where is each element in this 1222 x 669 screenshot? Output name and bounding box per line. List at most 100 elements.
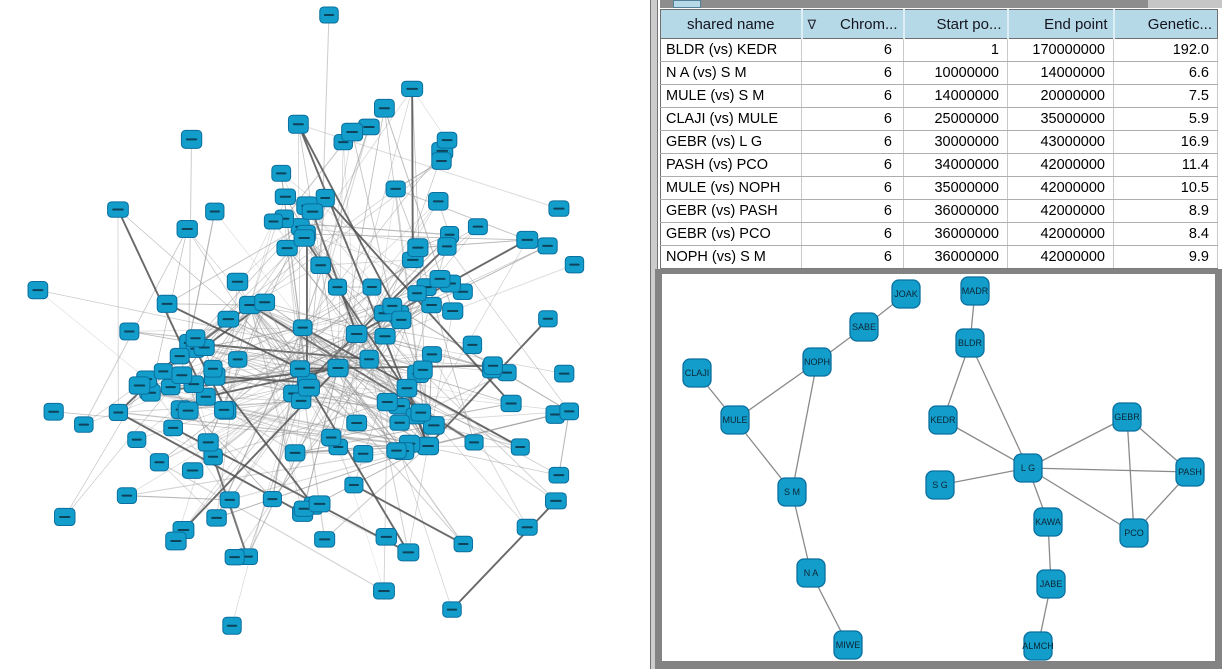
network-node[interactable] [274, 188, 297, 205]
network-node[interactable] [554, 364, 575, 383]
network-node[interactable] [297, 378, 320, 397]
network-node[interactable] [564, 255, 585, 274]
network-node[interactable] [345, 324, 368, 344]
network-node[interactable] [27, 281, 49, 300]
node-MULE[interactable]: MULE [720, 405, 750, 435]
table-row[interactable]: GEBR (vs) PASH 6 36000000 42000000 8.9 [660, 199, 1218, 223]
network-node[interactable] [353, 444, 374, 463]
network-node[interactable] [271, 164, 292, 182]
network-node[interactable] [177, 401, 199, 420]
network-node[interactable] [108, 403, 128, 422]
network-node[interactable] [185, 329, 206, 348]
node-N-A[interactable]: N A [796, 558, 826, 588]
network-node[interactable] [346, 414, 368, 432]
network-node[interactable] [537, 237, 558, 255]
table-row[interactable]: NOPH (vs) S M 6 36000000 42000000 9.9 [660, 245, 1218, 271]
network-node[interactable] [442, 302, 464, 320]
network-node[interactable] [43, 402, 64, 421]
network-node[interactable] [510, 438, 530, 456]
network-node[interactable] [156, 294, 178, 313]
network-node[interactable] [284, 444, 306, 462]
network-node[interactable] [373, 98, 395, 118]
node-MADR[interactable]: MADR [960, 276, 990, 306]
network-node[interactable] [538, 310, 558, 328]
network-node[interactable] [128, 376, 151, 395]
network-node[interactable] [263, 213, 284, 230]
network-node[interactable] [462, 335, 483, 355]
network-node[interactable] [181, 462, 204, 479]
network-node[interactable] [500, 394, 522, 413]
network-node[interactable] [314, 531, 336, 548]
network-node[interactable] [308, 495, 331, 513]
network-node[interactable] [301, 203, 324, 220]
network-edge-L-G-PCO[interactable] [1027, 467, 1135, 534]
network-node[interactable] [559, 402, 580, 421]
network-node[interactable] [516, 518, 538, 536]
network-node[interactable] [287, 114, 309, 134]
network-node[interactable] [217, 310, 240, 328]
node-S-G[interactable]: S G [925, 470, 955, 500]
node-CLAJI[interactable]: CLAJI [682, 358, 712, 388]
network-node[interactable] [548, 466, 570, 484]
network-node[interactable] [375, 527, 398, 546]
network-node[interactable] [74, 416, 94, 433]
secondary-network-view[interactable]: JOAK SABE NOPH CLAJI MULE S M N A MIWE MADR BLDR K… [662, 274, 1215, 661]
filter-icon[interactable]: ∇ [807, 16, 817, 32]
network-edge-BLDR-L-G[interactable] [969, 342, 1029, 469]
network-node[interactable] [401, 80, 424, 97]
network-node[interactable] [197, 433, 219, 452]
table-row[interactable]: PASH (vs) PCO 6 34000000 42000000 11.4 [660, 153, 1218, 177]
network-node[interactable] [289, 360, 311, 378]
node-SABE[interactable]: SABE [849, 312, 879, 342]
network-node[interactable] [107, 201, 129, 218]
network-node[interactable] [437, 237, 457, 256]
network-node[interactable] [359, 349, 379, 369]
network-node[interactable] [254, 293, 276, 311]
secondary-network-canvas[interactable]: JOAK SABE NOPH CLAJI MULE S M N A MIWE MADR BLDR K… [662, 274, 1215, 661]
network-node[interactable] [203, 448, 223, 466]
network-edge-L-G-GEBR[interactable] [1027, 416, 1128, 469]
network-node[interactable] [413, 360, 433, 380]
network-node[interactable] [319, 6, 339, 24]
column-header-end-point[interactable]: End point [1007, 9, 1115, 39]
network-node[interactable] [407, 238, 429, 257]
network-node[interactable] [483, 356, 503, 375]
network-node[interactable] [214, 401, 234, 419]
network-node[interactable] [222, 616, 242, 635]
network-node[interactable] [417, 436, 439, 456]
network-edge-NOPH-S-M[interactable] [791, 361, 818, 493]
network-node[interactable] [548, 200, 570, 217]
network-node[interactable] [428, 192, 449, 211]
main-network-canvas[interactable] [0, 0, 650, 669]
column-header-shared-name[interactable]: shared name [660, 9, 803, 39]
node-BLDR[interactable]: BLDR [955, 328, 985, 358]
network-node[interactable] [293, 229, 315, 247]
network-node[interactable] [385, 180, 406, 198]
node-ALMCH[interactable]: ALMCH [1022, 631, 1054, 661]
network-node[interactable] [169, 347, 190, 365]
column-header-start-point[interactable]: Start po... [903, 9, 1009, 39]
network-node[interactable] [310, 256, 331, 275]
network-node[interactable] [436, 131, 458, 149]
network-edge-GEBR-PCO[interactable] [1126, 416, 1135, 534]
network-node[interactable] [421, 346, 442, 363]
network-node[interactable] [344, 476, 364, 494]
network-node[interactable] [376, 392, 398, 412]
table-row[interactable]: N A (vs) S M 6 10000000 14000000 6.6 [660, 61, 1218, 85]
network-edge-L-G-PASH[interactable] [1027, 467, 1191, 473]
table-row[interactable]: MULE (vs) S M 6 14000000 20000000 7.5 [660, 84, 1218, 108]
network-node[interactable] [205, 202, 225, 221]
network-node[interactable] [219, 491, 240, 509]
network-node[interactable] [544, 492, 567, 510]
network-node[interactable] [410, 403, 432, 422]
node-PCO[interactable]: PCO [1119, 518, 1149, 548]
node-S-M[interactable]: S M [777, 477, 807, 507]
network-node[interactable] [386, 442, 407, 459]
network-node[interactable] [431, 152, 452, 170]
network-node[interactable] [127, 431, 147, 449]
network-node[interactable] [374, 327, 396, 345]
table-row[interactable]: MULE (vs) NOPH 6 35000000 42000000 10.5 [660, 176, 1218, 200]
scroll-strip-thumb[interactable] [1148, 0, 1222, 8]
network-node[interactable] [262, 491, 282, 508]
node-KAWA[interactable]: KAWA [1033, 507, 1063, 537]
